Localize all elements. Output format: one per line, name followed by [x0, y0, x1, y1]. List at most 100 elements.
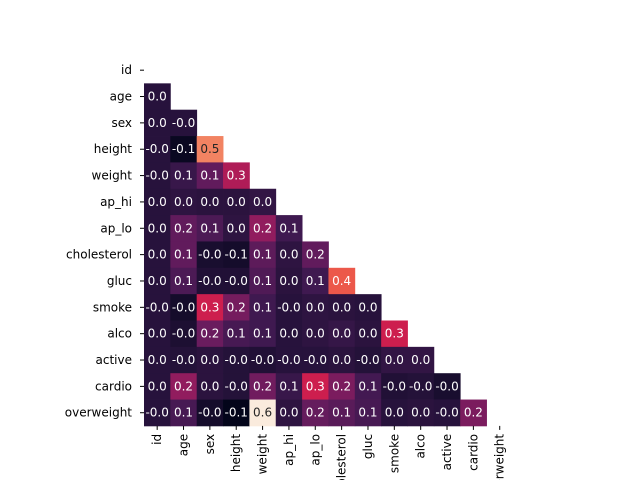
cell-value-label: 0.1	[332, 406, 351, 420]
heatmap-cell	[460, 399, 487, 427]
heatmap-cell	[223, 188, 250, 216]
heatmap-cell	[381, 399, 408, 427]
heatmap-cell	[275, 241, 303, 269]
heatmap-cell	[223, 320, 250, 348]
heatmap-cell	[144, 215, 171, 242]
y-tick-label: overweight	[65, 406, 133, 420]
heatmap-cell	[170, 346, 198, 374]
cell-value-label: 0.0	[279, 327, 298, 341]
heatmap-cell-labels: 0.00.0 -0.0-0.0 -0.1 0.5-0.0 0.1 0.1 0.30.0 0.0…	[145, 90, 482, 420]
x-tick-label: ap_hi	[282, 434, 296, 466]
cell-value-label: 0.2	[174, 221, 193, 235]
cell-value-label: 0.0	[385, 353, 404, 367]
cell-value-label: 0.1	[174, 406, 193, 420]
heatmap-cell	[170, 399, 198, 427]
cell-value-label: 0.0	[306, 300, 325, 314]
cell-value-label: 0.1	[279, 379, 298, 393]
cell-value-label: 0.0	[148, 327, 167, 341]
x-tick-label: overweight	[493, 434, 507, 480]
heatmap-cell	[275, 399, 303, 427]
heatmap-cell	[275, 346, 303, 374]
x-tick-label: active	[440, 434, 454, 470]
cell-value-label: -0.0	[225, 379, 248, 393]
cell-value-label: 0.0	[227, 221, 246, 235]
cell-value-label: 0.6	[253, 406, 272, 420]
heatmap-cell	[433, 399, 461, 427]
heatmap-cell	[196, 188, 224, 216]
cell-value-label: -0.0	[383, 379, 406, 393]
cell-value-label: 0.0	[200, 379, 219, 393]
y-tick-label: weight	[92, 169, 133, 183]
cell-value-label: -0.0	[145, 142, 168, 156]
x-tick-label: id	[150, 434, 164, 445]
cell-value-label: 0.1	[200, 169, 219, 183]
x-tick-label: alco	[414, 434, 428, 459]
y-tick-label: alco	[107, 327, 132, 341]
cell-value-label: 0.1	[174, 274, 193, 288]
heatmap-cell	[407, 346, 435, 374]
cell-value-label: 0.0	[174, 195, 193, 209]
heatmap-cell	[302, 346, 329, 374]
x-tick-label: age	[177, 434, 191, 456]
cell-value-label: -0.0	[277, 300, 300, 314]
heatmap-cell	[196, 267, 224, 295]
heatmap-cell	[275, 373, 303, 400]
cell-value-label: 0.0	[332, 327, 351, 341]
heatmap-cell	[196, 399, 224, 427]
heatmap-cell	[381, 346, 408, 374]
heatmap-cell	[144, 109, 171, 137]
y-tick-label: gluc	[107, 274, 132, 288]
cell-value-label: -0.0	[225, 353, 248, 367]
cell-value-label: -0.0	[145, 300, 168, 314]
cell-value-label: 0.0	[332, 300, 351, 314]
x-tick-label: cholesterol	[335, 434, 349, 480]
cell-value-label: 0.1	[253, 327, 272, 341]
cell-value-label: 0.0	[332, 353, 351, 367]
cell-value-label: -0.0	[145, 406, 168, 420]
cell-value-label: -0.0	[198, 248, 221, 262]
cell-value-label: 0.0	[279, 274, 298, 288]
cell-value-label: 0.3	[306, 379, 325, 393]
heatmap-cell	[249, 373, 277, 400]
cell-value-label: -0.0	[198, 406, 221, 420]
cell-value-label: 0.0	[200, 195, 219, 209]
y-tick-label: sex	[111, 116, 132, 130]
y-axis: id age sex height weight ap_hi ap_lo cholestero…	[65, 63, 144, 420]
cell-value-label: -0.0	[172, 353, 195, 367]
y-tick-label: ap_hi	[100, 195, 132, 209]
heatmap-cell	[302, 267, 329, 295]
heatmap-cell	[354, 346, 382, 374]
cell-value-label: 0.2	[253, 221, 272, 235]
heatmap-cells	[144, 83, 487, 427]
heatmap-cell	[170, 188, 198, 216]
cell-value-label: -0.0	[435, 406, 458, 420]
heatmap-cell	[302, 320, 329, 348]
cell-value-label: -0.1	[225, 406, 248, 420]
cell-value-label: -0.0	[435, 379, 458, 393]
cell-value-label: 0.0	[279, 406, 298, 420]
y-tick-label: active	[96, 353, 132, 367]
heatmap-cell	[249, 188, 277, 216]
heatmap-cell	[223, 294, 250, 321]
cell-value-label: 0.1	[358, 379, 377, 393]
heatmap-cell	[223, 267, 250, 295]
cell-value-label: -0.0	[225, 274, 248, 288]
cell-value-label: 0.0	[148, 221, 167, 235]
cell-value-label: -0.1	[172, 142, 195, 156]
heatmap-cell	[196, 346, 224, 374]
heatmap-cell	[302, 373, 329, 400]
y-tick-label: height	[94, 142, 133, 156]
heatmap-cell	[275, 320, 303, 348]
heatmap-cell	[302, 294, 329, 321]
y-tick-label: id	[121, 63, 132, 77]
heatmap-cell	[170, 215, 198, 242]
cell-value-label: 0.0	[358, 300, 377, 314]
heatmap-cell	[144, 241, 171, 269]
cell-value-label: 0.1	[253, 248, 272, 262]
cell-value-label: 0.0	[148, 195, 167, 209]
heatmap-cell	[328, 294, 356, 321]
cell-value-label: 0.0	[148, 248, 167, 262]
heatmap-cell	[170, 109, 198, 137]
cell-value-label: 0.2	[332, 379, 351, 393]
cell-value-label: 0.0	[279, 248, 298, 262]
